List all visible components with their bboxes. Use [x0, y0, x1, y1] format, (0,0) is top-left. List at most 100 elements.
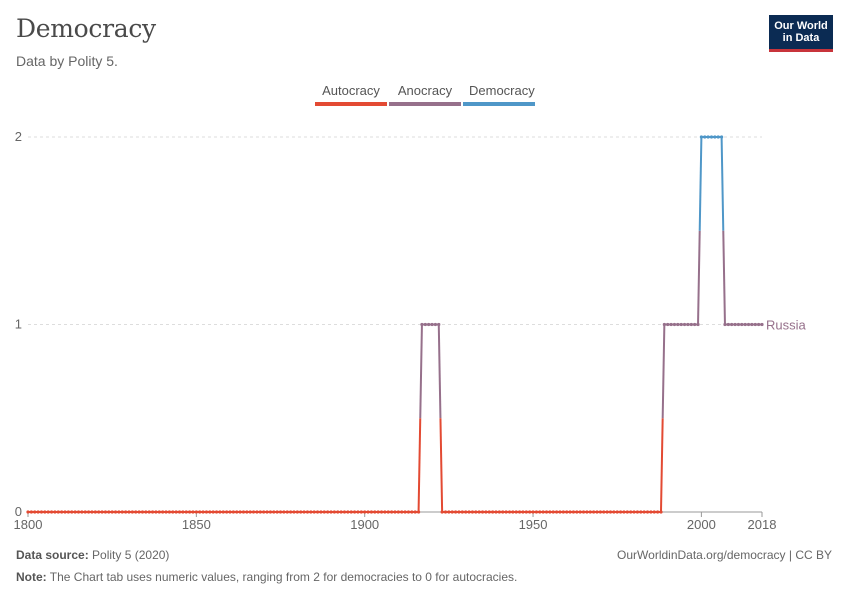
data-point [228, 510, 232, 514]
data-point [319, 510, 323, 514]
chart-title: Democracy [16, 14, 156, 43]
data-point [561, 510, 565, 514]
footer-source: Data source: Polity 5 (2020) [16, 548, 169, 562]
data-point [386, 510, 390, 514]
series-segment [697, 230, 701, 325]
data-point [450, 510, 454, 514]
source-label: Data source: [16, 548, 89, 562]
data-point [454, 510, 458, 514]
data-point [420, 322, 424, 327]
data-point [90, 510, 94, 514]
data-point [517, 510, 522, 514]
data-point [238, 510, 242, 514]
data-point [144, 510, 148, 514]
data-point [706, 135, 710, 139]
data-point [359, 510, 363, 514]
data-point [396, 510, 400, 514]
legend-item-autocracy[interactable]: Autocracy [315, 83, 387, 106]
data-point [622, 510, 626, 514]
data-point [416, 510, 421, 514]
data-point [608, 510, 613, 514]
data-point [295, 510, 299, 514]
data-point [161, 510, 165, 514]
note-label: Note: [16, 570, 47, 584]
data-point [346, 510, 350, 514]
x-tick-label: 1950 [519, 517, 548, 532]
data-point [652, 510, 656, 514]
source-value[interactable]: Polity 5 (2020) [92, 548, 170, 562]
legend-item-anocracy[interactable]: Anocracy [389, 83, 461, 106]
data-point [585, 510, 589, 514]
data-point [703, 135, 707, 139]
data-point [390, 510, 394, 514]
data-point [194, 510, 198, 514]
data-point [154, 510, 158, 514]
legend-item-democracy[interactable]: Democracy [463, 83, 535, 106]
footer-credit[interactable]: OurWorldinData.org/democracy | CC BY [617, 548, 832, 562]
data-point [339, 510, 343, 514]
data-point [137, 510, 141, 514]
data-point [211, 510, 215, 514]
data-point [26, 510, 30, 514]
data-point [568, 510, 572, 514]
data-point [93, 510, 97, 514]
data-point [285, 510, 289, 514]
data-point [49, 510, 54, 514]
y-tick-label: 2 [15, 129, 22, 144]
data-point [551, 510, 555, 514]
data-point [541, 510, 545, 514]
data-point [231, 510, 235, 514]
data-point [235, 510, 239, 514]
data-point [299, 510, 303, 514]
data-point [289, 510, 293, 514]
data-point [315, 510, 320, 514]
y-tick-label: 1 [15, 317, 22, 332]
data-point [120, 510, 124, 514]
data-point [494, 510, 498, 514]
data-point [208, 510, 212, 514]
data-point [309, 510, 313, 514]
data-point [558, 510, 562, 514]
data-point [548, 510, 552, 514]
logo-line-2: in Data [782, 32, 820, 44]
data-point [497, 510, 501, 514]
data-point [565, 510, 569, 514]
data-point [656, 510, 660, 514]
footer-note: Note: The Chart tab uses numeric values,… [16, 570, 517, 584]
data-point [538, 510, 542, 514]
data-point [221, 510, 225, 514]
data-point [188, 510, 192, 514]
data-point [278, 510, 283, 514]
data-point [736, 322, 741, 327]
data-point [73, 510, 77, 514]
data-point [433, 322, 438, 327]
data-point [322, 510, 326, 514]
data-point [642, 510, 646, 514]
owid-logo[interactable]: Our World in Data [769, 15, 833, 52]
data-point [544, 510, 549, 514]
data-point [575, 510, 579, 514]
data-point [245, 510, 249, 514]
data-point [723, 322, 727, 327]
data-point [464, 510, 468, 514]
data-point [329, 510, 333, 514]
data-point [581, 510, 586, 514]
series-segment [417, 418, 422, 513]
data-point [225, 510, 229, 514]
data-point [726, 322, 730, 327]
data-point [531, 510, 535, 514]
data-point [60, 510, 64, 514]
data-point [191, 510, 195, 514]
data-point [376, 510, 380, 514]
data-point [83, 510, 87, 514]
grid-lines [28, 136, 762, 513]
data-point [524, 510, 528, 514]
data-point [302, 510, 306, 514]
data-point [504, 510, 508, 514]
data-point [43, 510, 47, 514]
data-point [251, 510, 256, 514]
data-point [457, 510, 461, 514]
data-point [241, 510, 246, 514]
data-point [760, 322, 764, 327]
data-point [474, 510, 478, 514]
